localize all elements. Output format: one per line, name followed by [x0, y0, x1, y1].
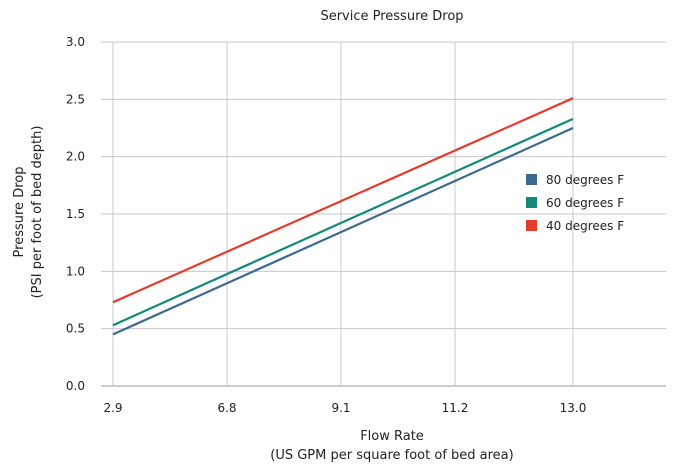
legend-label: 60 degrees F [546, 196, 624, 210]
x-tick-label: 9.1 [331, 401, 350, 415]
legend: 80 degrees F 60 degrees F 40 degrees F [526, 173, 624, 233]
y-tick-label: 0.5 [66, 322, 85, 336]
x-axis-label: Flow Rate [360, 429, 424, 444]
chart-title: Service Pressure Drop [320, 9, 463, 24]
x-axis-sublabel: (US GPM per square foot of bed area) [270, 448, 513, 463]
x-tick-label: 6.8 [217, 401, 236, 415]
y-tick-label: 1.0 [66, 264, 85, 278]
y-tick-label: 2.0 [66, 150, 85, 164]
y-tick-label: 1.5 [66, 207, 85, 221]
series-lines [112, 97, 574, 336]
y-axis-ticks: 0.0 0.5 1.0 1.5 2.0 2.5 3.0 [66, 35, 85, 393]
y-tick-label: 0.0 [66, 379, 85, 393]
legend-swatch [526, 174, 537, 185]
series-line [112, 97, 574, 304]
y-axis-sublabel: (PSI per foot of bed depth) [30, 126, 45, 299]
x-tick-label: 2.9 [103, 401, 122, 415]
legend-label: 80 degrees F [546, 173, 624, 187]
legend-swatch [526, 197, 537, 208]
legend-swatch [526, 220, 537, 231]
y-tick-label: 3.0 [66, 35, 85, 49]
y-tick-label: 2.5 [66, 92, 85, 106]
y-axis-label: Pressure Drop [12, 167, 27, 258]
legend-label: 40 degrees F [546, 219, 624, 233]
x-tick-label: 11.2 [442, 401, 469, 415]
x-tick-label: 13.0 [560, 401, 587, 415]
series-line [112, 117, 574, 327]
x-axis-ticks: 2.9 6.8 9.1 11.2 13.0 [103, 401, 586, 415]
series-line [112, 126, 574, 336]
